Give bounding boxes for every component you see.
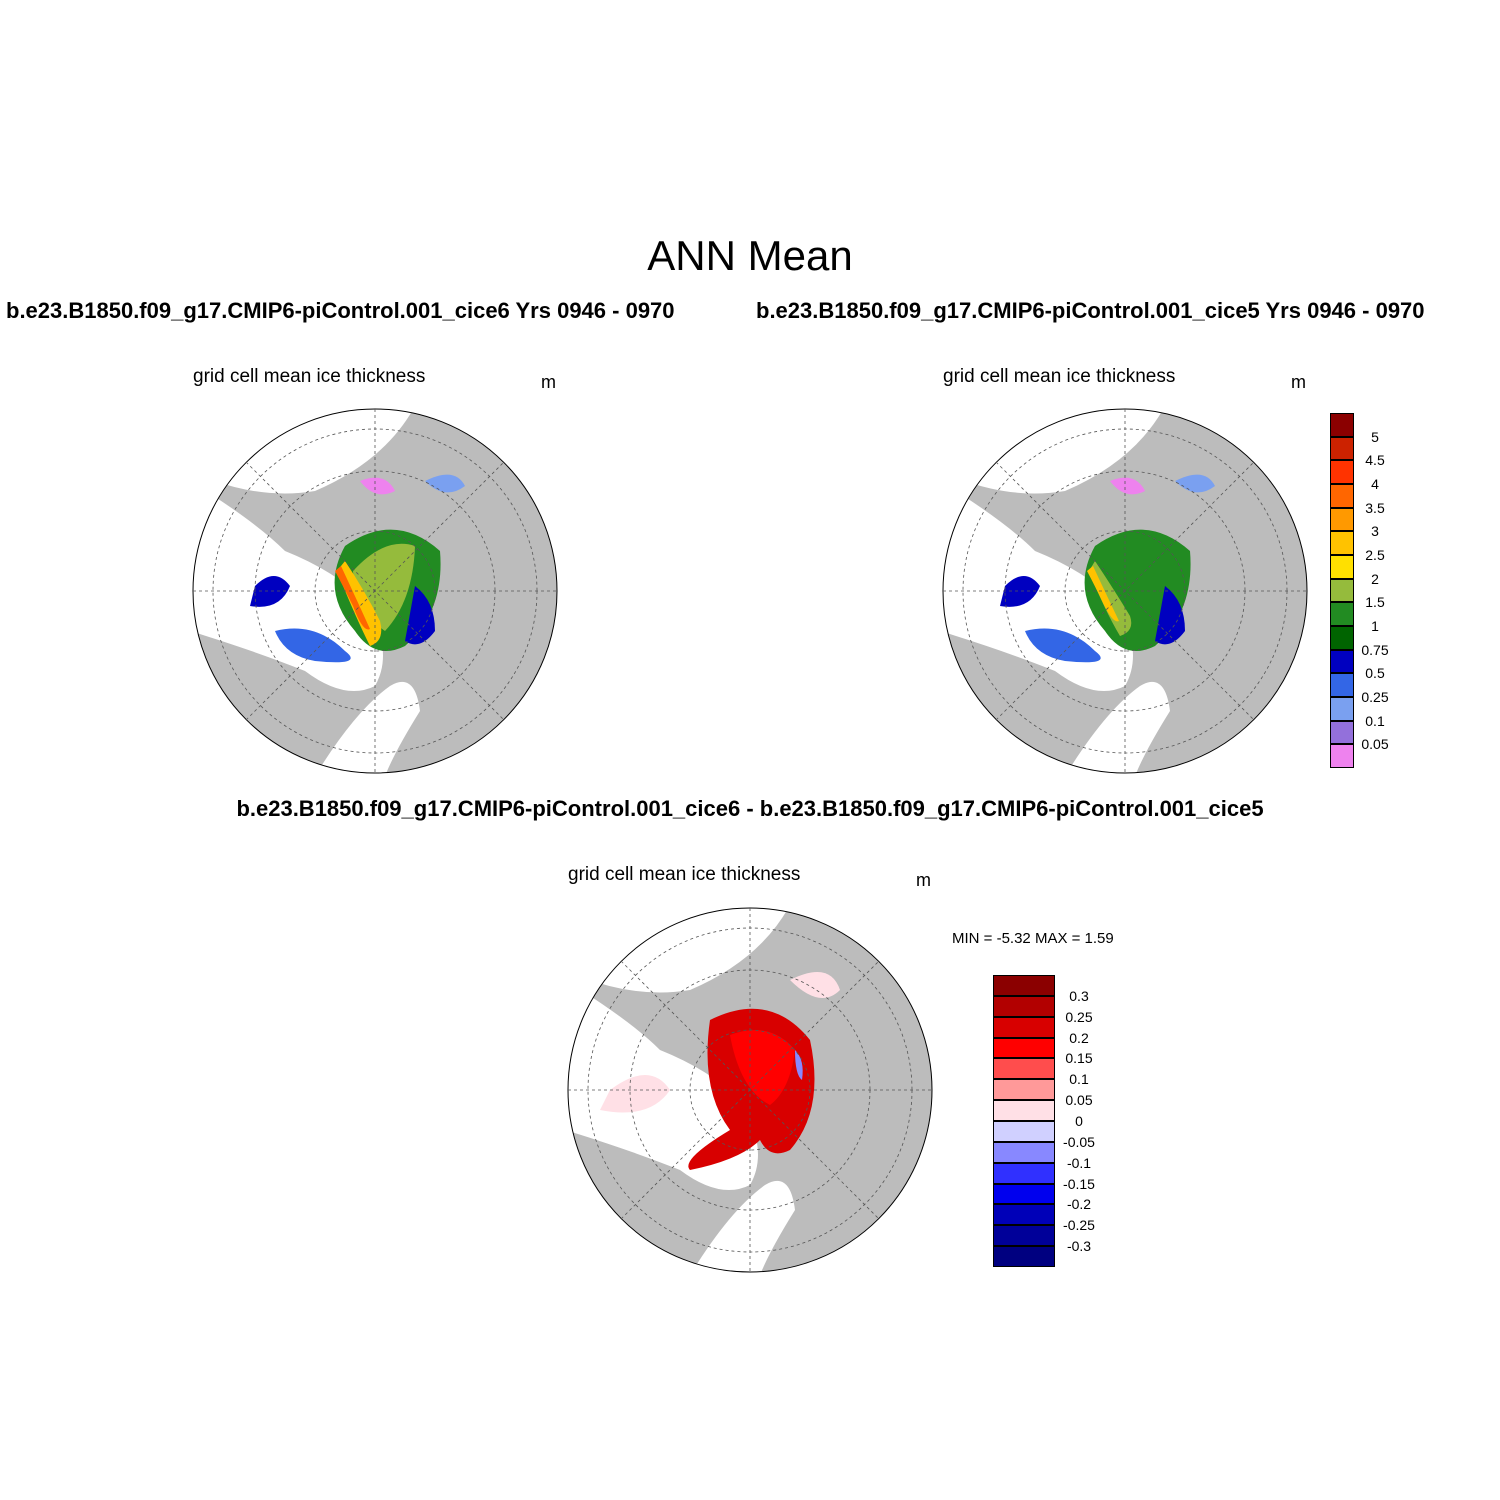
difference-colorbar-labels: 0.3 0.25 0.2 0.15 0.1 0.05 0 -0.05 -0.1 -0.15 -0.2… [1057,975,1101,1267]
difference-colorbar-tick-label: -0.3 [1066,1238,1092,1255]
thickness-colorbar-box [1330,555,1354,579]
difference-colorbar-box [993,1204,1055,1226]
north-atlantic-ocean [690,1180,795,1272]
thickness-colorbar-tick-label: 4 [1371,476,1379,492]
thickness-colorbar-tick-label: 1 [1371,618,1379,634]
graticule [943,409,1307,773]
graticule [568,908,932,1272]
graticule [193,409,557,773]
right-case-title: b.e23.B1850.f09_g17.CMIP6-piControl.001_… [756,298,1425,323]
thickness-colorbar-box [1330,531,1354,555]
left-case-title: b.e23.B1850.f09_g17.CMIP6-piControl.001_… [6,298,675,323]
max-ice-band [335,566,370,630]
difference-colorbar-tick-label: 0.3 [1069,987,1089,1004]
difference-colorbar-box [993,975,1055,996]
baffin-ice [275,628,351,663]
difference-colorbar [993,975,1055,1267]
hudson-bay-diff [600,1075,670,1113]
thickness-colorbar-box [1330,413,1354,437]
thickness-colorbar-tick-label: 5 [1371,428,1379,445]
difference-colorbar-box [993,1037,1055,1059]
okhotsk-ice [360,477,395,495]
difference-colorbar-tick-label: 0.1 [1069,1071,1089,1088]
left-polar-map [192,408,558,774]
left-units-label: m [541,372,556,392]
thickness-colorbar-box [1330,673,1354,697]
hudson-bay-ice [250,576,290,607]
bering-diff [790,972,840,998]
right-units-label: m [1291,372,1306,392]
thick-ice-band [1089,561,1132,636]
difference-colorbar-box [993,1016,1055,1038]
thickness-colorbar-box [1330,507,1354,532]
difference-colorbar-box [993,1225,1055,1247]
thickness-colorbar-tick-label: 0.25 [1361,689,1389,705]
difference-colorbar-box [993,1079,1055,1101]
strong-positive-diff [730,1030,795,1105]
difference-colorbar-tick-label: -0.2 [1066,1196,1092,1213]
difference-colorbar-tick-label: 0.25 [1065,1008,1093,1025]
thickness-colorbar-box [1330,436,1354,461]
left-variable-label: grid cell mean ice thickness [193,366,426,387]
thickness-colorbar-tick-label: 3.5 [1365,499,1385,516]
difference-colorbar-tick-label: 0 [1075,1113,1083,1129]
thickness-colorbar-tick-label: 3 [1371,523,1379,540]
right-variable-label: grid cell mean ice thickness [943,366,1176,387]
thickness-colorbar-tick-label: 0.5 [1365,665,1385,682]
diff-units-label: m [916,870,931,890]
thickness-colorbar-box [1330,578,1354,603]
difference-polar-map [567,907,933,1273]
thickness-colorbar-tick-label: 0.1 [1365,712,1385,729]
north-atlantic-ocean [315,681,420,773]
difference-colorbar-box [993,995,1055,1017]
difference-colorbar-box [993,1246,1055,1267]
thickness-colorbar-box [1330,720,1354,745]
difference-colorbar-box [993,1162,1055,1184]
thickness-colorbar-box [1330,649,1354,674]
okhotsk-ice [1110,477,1145,495]
difference-colorbar-tick-label: -0.25 [1063,1217,1095,1234]
barents-ice [1155,586,1185,645]
bering-ice [1175,474,1215,493]
thickness-colorbar-labels: 5 4.5 4 3.5 3 2.5 2 1.5 1 0.75 0.5 0.25 0.1 0.05 [1353,413,1397,768]
difference-colorbar-tick-label: -0.1 [1066,1154,1092,1171]
diff-variable-label: grid cell mean ice thickness [568,864,801,885]
diff-min-max-label: MIN = -5.32 MAX = 1.59 [952,930,1114,947]
difference-colorbar-box [993,1100,1055,1121]
thickness-colorbar-box [1330,460,1354,484]
negative-diff [795,1050,803,1080]
difference-case-title: b.e23.B1850.f09_g17.CMIP6-piControl.001_… [236,796,1264,821]
difference-colorbar-box [993,1141,1055,1163]
thickness-colorbar-tick-label: 0.05 [1361,736,1389,753]
figure-title: ANN Mean [647,232,853,279]
barents-ice [405,586,435,645]
difference-colorbar-box [993,1183,1055,1205]
hudson-bay-ice [1000,576,1040,607]
thickness-colorbar-box [1330,626,1354,650]
thickness-colorbar-tick-label: 2.5 [1365,547,1385,563]
difference-colorbar-tick-label: 0.05 [1065,1092,1093,1109]
thickness-colorbar-box [1330,602,1354,626]
thickness-colorbar-box [1330,697,1354,721]
bering-ice [425,474,465,493]
difference-colorbar-box [993,1058,1055,1080]
thickness-colorbar [1330,413,1354,768]
right-polar-map [942,408,1308,774]
difference-colorbar-tick-label: 0.15 [1065,1050,1093,1067]
thickness-colorbar-tick-label: 2 [1371,570,1379,587]
difference-colorbar-tick-label: -0.05 [1063,1133,1095,1150]
baffin-ice [1025,628,1101,663]
thickness-colorbar-box [1330,484,1354,508]
north-atlantic-ocean [1065,681,1170,773]
thickness-colorbar-tick-label: 4.5 [1365,452,1385,469]
difference-colorbar-box [993,1121,1055,1142]
thickest-ice-band [1087,566,1119,622]
thickness-colorbar-tick-label: 0.75 [1361,641,1389,658]
difference-colorbar-tick-label: -0.15 [1063,1175,1095,1192]
thickness-colorbar-tick-label: 1.5 [1365,594,1385,611]
thickness-colorbar-box [1330,744,1354,768]
difference-colorbar-tick-label: 0.2 [1069,1029,1089,1046]
